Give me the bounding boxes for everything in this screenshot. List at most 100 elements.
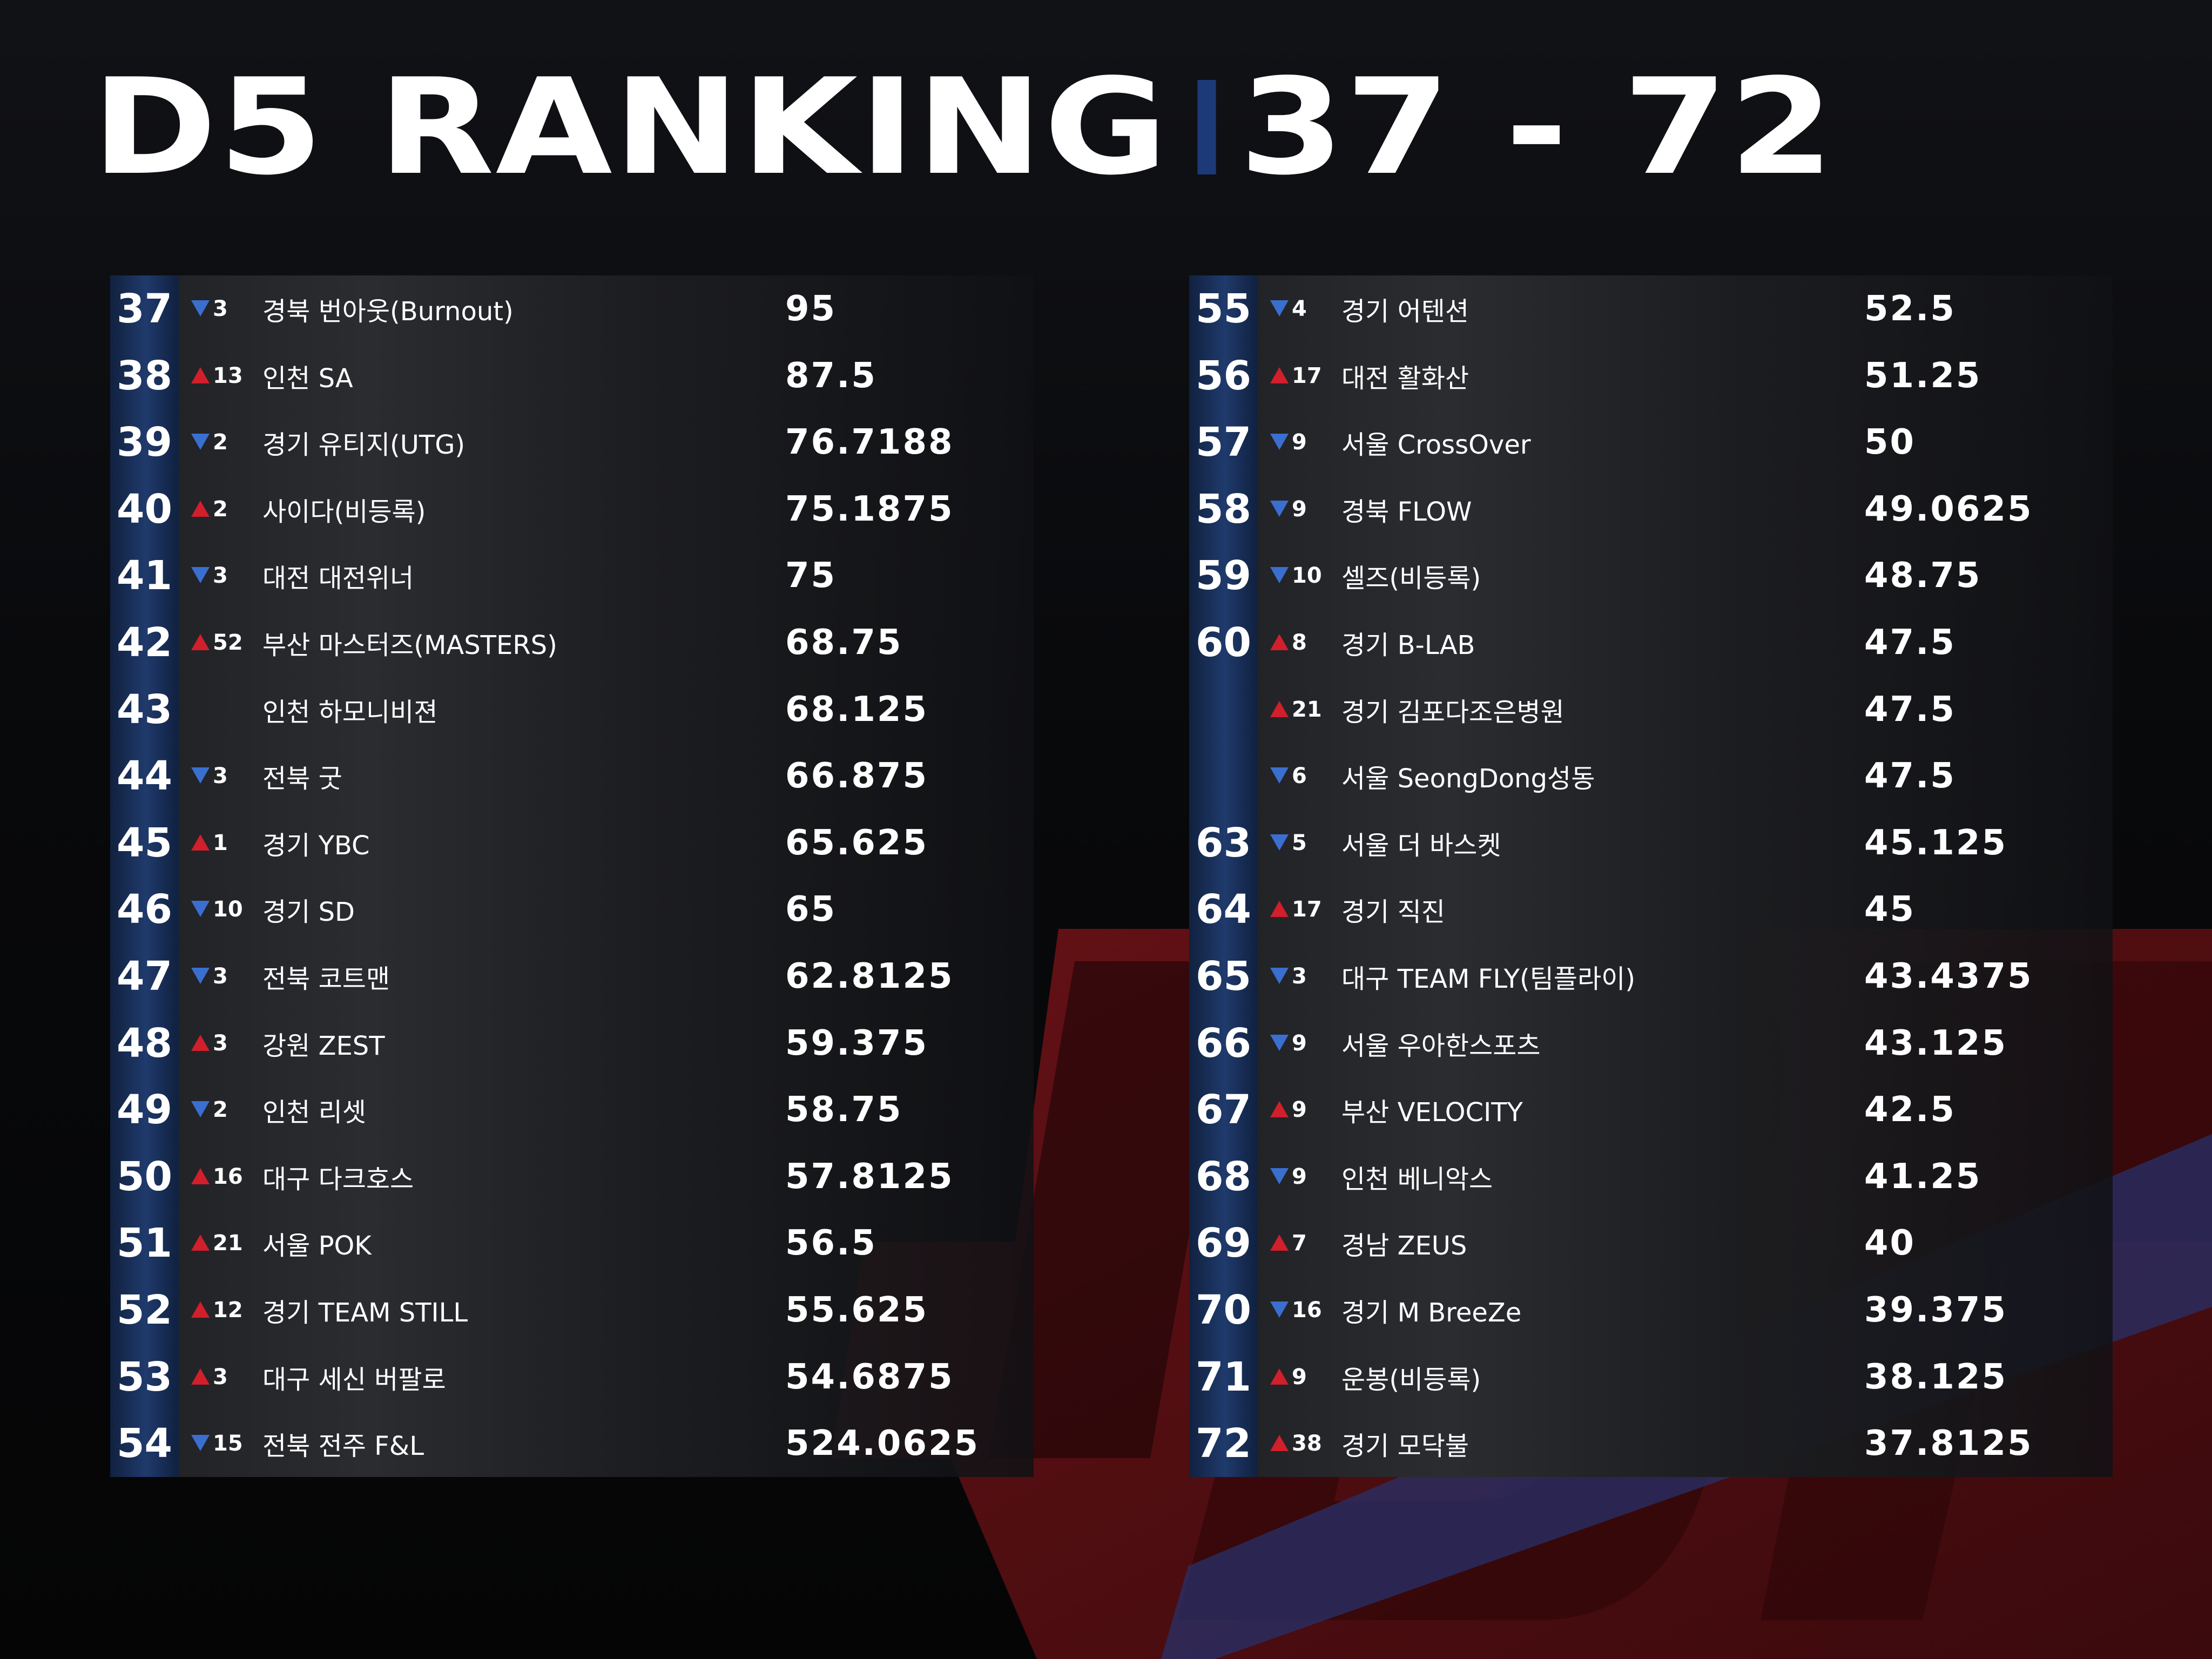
team-score: 47.5	[1864, 756, 1956, 797]
ranking-row: 42 52 부산 마스터즈(MASTERS) 68.75	[110, 609, 1034, 676]
rank-change: 3	[213, 1364, 228, 1390]
team-score: 52.5	[1864, 289, 1956, 329]
rank-number: 52	[117, 1287, 172, 1333]
ranking-row: 46 10 경기 SD 65	[110, 876, 1034, 943]
team-name: 셀즈(비등록)	[1341, 563, 1481, 594]
rank-change: 3	[213, 964, 228, 989]
ranking-row: 51 21 서울 POK 56.5	[110, 1210, 1034, 1277]
team-score: 43.4375	[1864, 956, 2033, 996]
team-name: 인천 리셋	[262, 1097, 366, 1128]
title-left: D5 RANKING	[92, 50, 1169, 204]
rank-number: 64	[1196, 886, 1251, 933]
rank-change: 9	[1292, 1097, 1307, 1123]
rank-number: 50	[117, 1153, 172, 1200]
team-name: 서울 더 바스켓	[1341, 830, 1501, 861]
rank-number: 68	[1196, 1153, 1251, 1200]
rank-number: 58	[1196, 485, 1251, 532]
ranking-row: 59 10 셀즈(비등록) 48.75	[1189, 542, 2113, 609]
team-score: 56.5	[785, 1223, 877, 1264]
rank-down-icon	[1270, 834, 1289, 851]
ranking-row: 71 9 운봉(비등록) 38.125	[1189, 1344, 2113, 1411]
rank-change: 15	[213, 1431, 243, 1456]
team-name: 전북 코트맨	[262, 964, 390, 994]
rank-number: 40	[117, 485, 172, 532]
rank-number: 48	[117, 1020, 172, 1067]
rank-number: 60	[1196, 619, 1251, 666]
ranking-row: 64 17 경기 직진 45	[1189, 876, 2113, 943]
team-score: 68.125	[785, 689, 928, 730]
rank-down-icon	[1270, 968, 1289, 984]
team-score: 76.7188	[785, 422, 954, 463]
rank-change: 7	[1292, 1231, 1307, 1256]
team-name: 대전 대전위너	[262, 563, 414, 594]
ranking-row: 41 3 대전 대전위너 75	[110, 542, 1034, 609]
team-score: 48.75	[1864, 556, 1982, 596]
ranking-row: 45 1 경기 YBC 65.625	[110, 810, 1034, 876]
ranking-row: 58 9 경북 FLOW 49.0625	[1189, 476, 2113, 543]
rank-number: 65	[1196, 953, 1251, 1000]
panel-background	[110, 275, 1034, 1477]
rank-change: 3	[213, 764, 228, 789]
rank-change: 9	[1292, 1164, 1307, 1189]
rank-down-icon	[1270, 500, 1289, 517]
team-name: 경기 SD	[262, 897, 355, 928]
team-score: 43.125	[1864, 1023, 2007, 1063]
team-name: 경기 직진	[1341, 897, 1445, 928]
team-score: 57.8125	[785, 1156, 954, 1197]
ranking-row: 48 3 강원 ZEST 59.375	[110, 1010, 1034, 1077]
ranking-row: 40 2 사이다(비등록) 75.1875	[110, 476, 1034, 543]
ranking-panel-right: 55 4 경기 어텐션 52.5 56 17 대전 활화산 51.25 57 9 서울 CrossO…	[1189, 275, 2113, 1477]
team-score: 49.0625	[1864, 489, 2033, 529]
team-name: 경북 FLOW	[1341, 496, 1472, 527]
rank-up-icon	[191, 1168, 210, 1184]
rank-number: 51	[117, 1220, 172, 1267]
rank-number: 46	[117, 886, 172, 933]
rank-change: 21	[1292, 697, 1322, 722]
ranking-row: 65 3 대구 TEAM FLY(팀플라이) 43.4375	[1189, 943, 2113, 1010]
rank-down-icon	[191, 968, 210, 984]
rank-change: 17	[1292, 363, 1322, 388]
team-score: 59.375	[785, 1023, 928, 1063]
team-name: 경기 모닥불	[1341, 1431, 1469, 1462]
team-name: 운봉(비등록)	[1341, 1364, 1481, 1395]
rank-number: 54	[117, 1420, 172, 1467]
rank-change: 3	[213, 296, 228, 321]
team-name: 경기 유티지(UTG)	[262, 430, 466, 461]
ranking-row: 49 2 인천 리셋 58.75	[110, 1076, 1034, 1143]
rank-change: 9	[1292, 1364, 1307, 1390]
rank-up-icon	[1270, 901, 1289, 918]
rank-number: 38	[117, 352, 172, 399]
rank-number: 69	[1196, 1220, 1251, 1267]
ranking-row: 50 16 대구 다크호스 57.8125	[110, 1143, 1034, 1210]
rank-down-icon	[191, 567, 210, 584]
team-score: 51.25	[1864, 355, 1982, 396]
rank-down-icon	[1270, 1168, 1289, 1184]
rank-change: 52	[213, 630, 243, 655]
team-name: 서울 SeongDong성동	[1341, 764, 1595, 794]
page-title: D5 RANKING 37 - 72	[92, 61, 1835, 193]
ranking-panel-left: 37 3 경북 번아웃(Burnout) 95 38 13 인천 SA 87.5 39 2 경기 유…	[110, 275, 1034, 1477]
team-score: 95	[785, 289, 837, 329]
ranking-row: 44 3 전북 굿 66.875	[110, 743, 1034, 810]
rank-number: 49	[117, 1087, 172, 1134]
rank-change: 17	[1292, 897, 1322, 922]
rank-change: 13	[213, 363, 243, 388]
rank-change: 5	[1292, 830, 1307, 855]
rank-column-strip	[1189, 275, 1258, 1477]
team-name: 경북 번아웃(Burnout)	[262, 296, 514, 327]
ranking-row: 70 16 경기 M BreeZe 39.375	[1189, 1277, 2113, 1344]
rank-number: 47	[117, 953, 172, 1000]
team-name: 서울 CrossOver	[1341, 430, 1531, 461]
ranking-row: 72 38 경기 모닥불 37.8125	[1189, 1410, 2113, 1477]
team-score: 38.125	[1864, 1357, 2007, 1397]
team-name: 인천 베니악스	[1341, 1164, 1493, 1195]
rank-up-icon	[191, 634, 210, 650]
team-name: 대전 활화산	[1341, 363, 1469, 394]
rank-up-icon	[191, 1368, 210, 1385]
rank-number: 59	[1196, 552, 1251, 599]
rank-number: 72	[1196, 1420, 1251, 1467]
team-name: 경기 TEAM STILL	[262, 1298, 468, 1328]
rank-down-icon	[1270, 567, 1289, 584]
team-name: 대구 TEAM FLY(팀플라이)	[1341, 964, 1636, 994]
title-separator	[1197, 79, 1216, 174]
